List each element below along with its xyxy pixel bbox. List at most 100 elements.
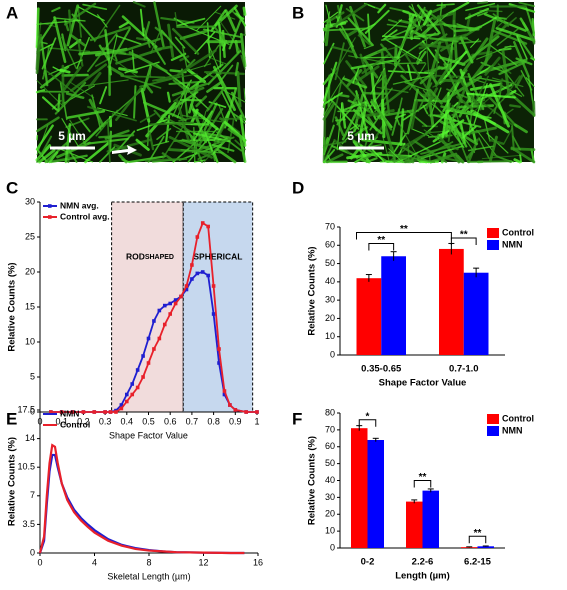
- fiber: [464, 7, 490, 20]
- fiber: [509, 104, 521, 108]
- significance-label: **: [377, 235, 385, 246]
- fiber: [323, 11, 339, 24]
- fiber: [40, 37, 49, 87]
- series-line: [38, 443, 245, 555]
- fiber: [203, 70, 245, 76]
- fiber: [374, 74, 387, 86]
- fiber: [180, 68, 189, 118]
- fiber: [176, 25, 215, 29]
- significance-bracket: [450, 237, 477, 245]
- fiber: [194, 31, 216, 55]
- fiber: [53, 16, 67, 64]
- marker: [141, 375, 145, 379]
- fiber: [498, 61, 526, 76]
- significance-bracket: [413, 480, 432, 488]
- region: [111, 201, 184, 413]
- y-tick-label: 20: [325, 313, 335, 323]
- fiber: [93, 4, 121, 43]
- fiber: [172, 124, 196, 139]
- fiber: [36, 116, 60, 133]
- fiber: [530, 57, 535, 61]
- region-sublabel: SHAPED: [145, 254, 174, 261]
- fibers: [35, 1, 536, 164]
- fiber: [153, 1, 165, 48]
- fiber: [406, 109, 428, 127]
- fiber: [204, 44, 220, 68]
- region: [182, 201, 254, 413]
- fiber: [433, 74, 471, 78]
- fiber: [188, 63, 212, 72]
- scale-bar-label: 5 µm: [58, 129, 86, 143]
- bar: [406, 501, 423, 548]
- fiber: [340, 102, 347, 129]
- fiber: [437, 133, 461, 164]
- fiber: [42, 69, 47, 80]
- fiber: [387, 70, 435, 75]
- fiber: [211, 144, 235, 152]
- fiber: [519, 17, 529, 31]
- fiber: [91, 94, 102, 131]
- fiber: [436, 3, 455, 7]
- fiber: [217, 72, 227, 88]
- fiber: [97, 107, 128, 117]
- fiber: [176, 49, 217, 76]
- y-tick-label: 30: [325, 295, 335, 305]
- fiber: [36, 135, 53, 163]
- x-tick-label: 0.7-1.0: [449, 364, 479, 375]
- fiber: [377, 3, 387, 14]
- y-tick-label: 40: [325, 276, 335, 286]
- fiber: [489, 83, 510, 128]
- fiber: [147, 135, 165, 163]
- marker: [81, 410, 86, 414]
- y-tick-label: 7: [30, 490, 35, 500]
- legend-label: Control: [60, 419, 90, 429]
- fiber: [515, 57, 533, 66]
- legend-label: NMN avg.: [60, 200, 99, 210]
- fiber: [363, 58, 379, 79]
- fiber: [139, 8, 145, 37]
- legend-marker: [48, 204, 52, 208]
- marker: [222, 389, 227, 393]
- fiber: [227, 119, 235, 154]
- marker: [244, 410, 248, 414]
- fiber: [442, 75, 482, 103]
- fiber: [380, 43, 407, 74]
- fiber: [88, 71, 102, 89]
- fiber: [213, 25, 228, 44]
- fiber: [96, 14, 108, 28]
- marker: [255, 410, 259, 414]
- fiber: [436, 15, 453, 60]
- marker: [211, 284, 216, 288]
- fiber: [474, 75, 489, 103]
- fiber: [234, 62, 239, 77]
- marker: [130, 392, 135, 397]
- x-tick-label: 16: [253, 557, 263, 567]
- bar: [351, 428, 368, 548]
- marker: [125, 399, 129, 404]
- fiber: [61, 118, 80, 148]
- y-tick-label: 30: [325, 492, 335, 502]
- y-tick-label: 14: [25, 433, 35, 443]
- panel-label: C: [6, 178, 18, 197]
- fiber: [323, 140, 347, 147]
- y-axis-label: Relative Counts (%): [307, 436, 318, 525]
- fiber: [111, 113, 137, 122]
- fiber: [388, 151, 415, 164]
- fiber: [56, 141, 92, 159]
- fiber: [38, 148, 56, 164]
- fiber: [353, 65, 380, 85]
- fiber: [68, 81, 95, 99]
- fiber: [128, 155, 166, 164]
- fiber: [180, 149, 224, 154]
- fiber: [41, 37, 57, 70]
- fiber: [42, 96, 58, 111]
- marker: [211, 312, 216, 316]
- fiber: [189, 86, 205, 94]
- legend-label: Control avg.: [60, 211, 110, 221]
- x-tick-label: 0.35-0.65: [361, 364, 402, 375]
- fiber: [365, 157, 378, 164]
- bar: [381, 256, 406, 355]
- fiber: [54, 81, 87, 115]
- x-axis-label: Length (µm): [395, 571, 450, 582]
- fiber: [446, 88, 478, 103]
